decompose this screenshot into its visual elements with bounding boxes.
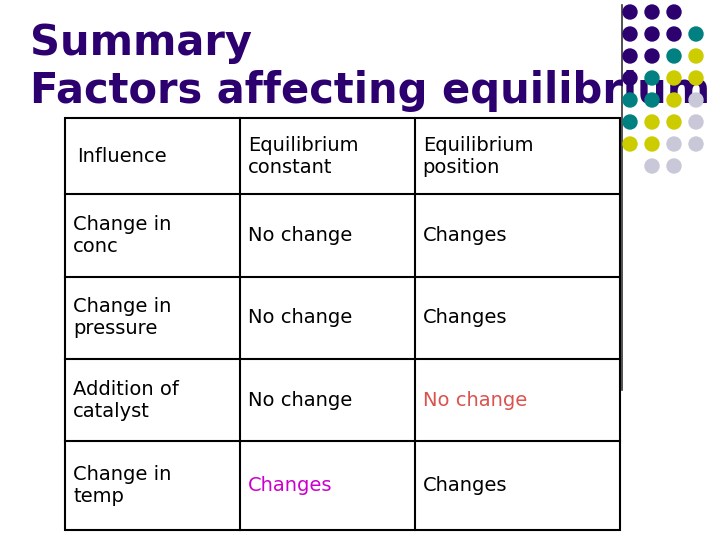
Circle shape — [645, 93, 659, 107]
Text: Change in
pressure: Change in pressure — [73, 298, 171, 339]
Circle shape — [645, 159, 659, 173]
Text: Addition of
catalyst: Addition of catalyst — [73, 380, 179, 421]
Circle shape — [667, 71, 681, 85]
Text: Factors affecting equilibrium: Factors affecting equilibrium — [30, 70, 710, 112]
Circle shape — [689, 49, 703, 63]
Circle shape — [623, 5, 637, 19]
Circle shape — [645, 5, 659, 19]
Circle shape — [667, 137, 681, 151]
Circle shape — [645, 115, 659, 129]
Circle shape — [667, 115, 681, 129]
Circle shape — [689, 137, 703, 151]
Bar — [65, 118, 620, 530]
Circle shape — [667, 5, 681, 19]
Text: Change in
temp: Change in temp — [73, 465, 171, 506]
Circle shape — [667, 27, 681, 41]
Circle shape — [623, 137, 637, 151]
Text: No change: No change — [248, 226, 352, 245]
Circle shape — [645, 71, 659, 85]
Text: No change: No change — [248, 308, 352, 327]
Circle shape — [623, 27, 637, 41]
Circle shape — [689, 115, 703, 129]
Text: Changes: Changes — [248, 476, 333, 495]
Circle shape — [645, 137, 659, 151]
Circle shape — [645, 27, 659, 41]
Text: Changes: Changes — [423, 476, 507, 495]
Circle shape — [623, 49, 637, 63]
Text: Changes: Changes — [423, 226, 507, 245]
Circle shape — [645, 49, 659, 63]
Circle shape — [623, 71, 637, 85]
Text: Influence: Influence — [77, 146, 166, 166]
Circle shape — [623, 93, 637, 107]
Text: Changes: Changes — [423, 308, 507, 327]
Text: Equilibrium
position: Equilibrium position — [423, 136, 533, 177]
Text: Summary: Summary — [30, 22, 252, 64]
Circle shape — [667, 49, 681, 63]
Text: Change in
conc: Change in conc — [73, 215, 171, 256]
Circle shape — [667, 159, 681, 173]
Text: No change: No change — [248, 391, 352, 410]
Text: Equilibrium
constant: Equilibrium constant — [248, 136, 359, 177]
Circle shape — [689, 27, 703, 41]
Circle shape — [623, 115, 637, 129]
Circle shape — [667, 93, 681, 107]
Circle shape — [689, 71, 703, 85]
Circle shape — [689, 93, 703, 107]
Text: No change: No change — [423, 391, 527, 410]
